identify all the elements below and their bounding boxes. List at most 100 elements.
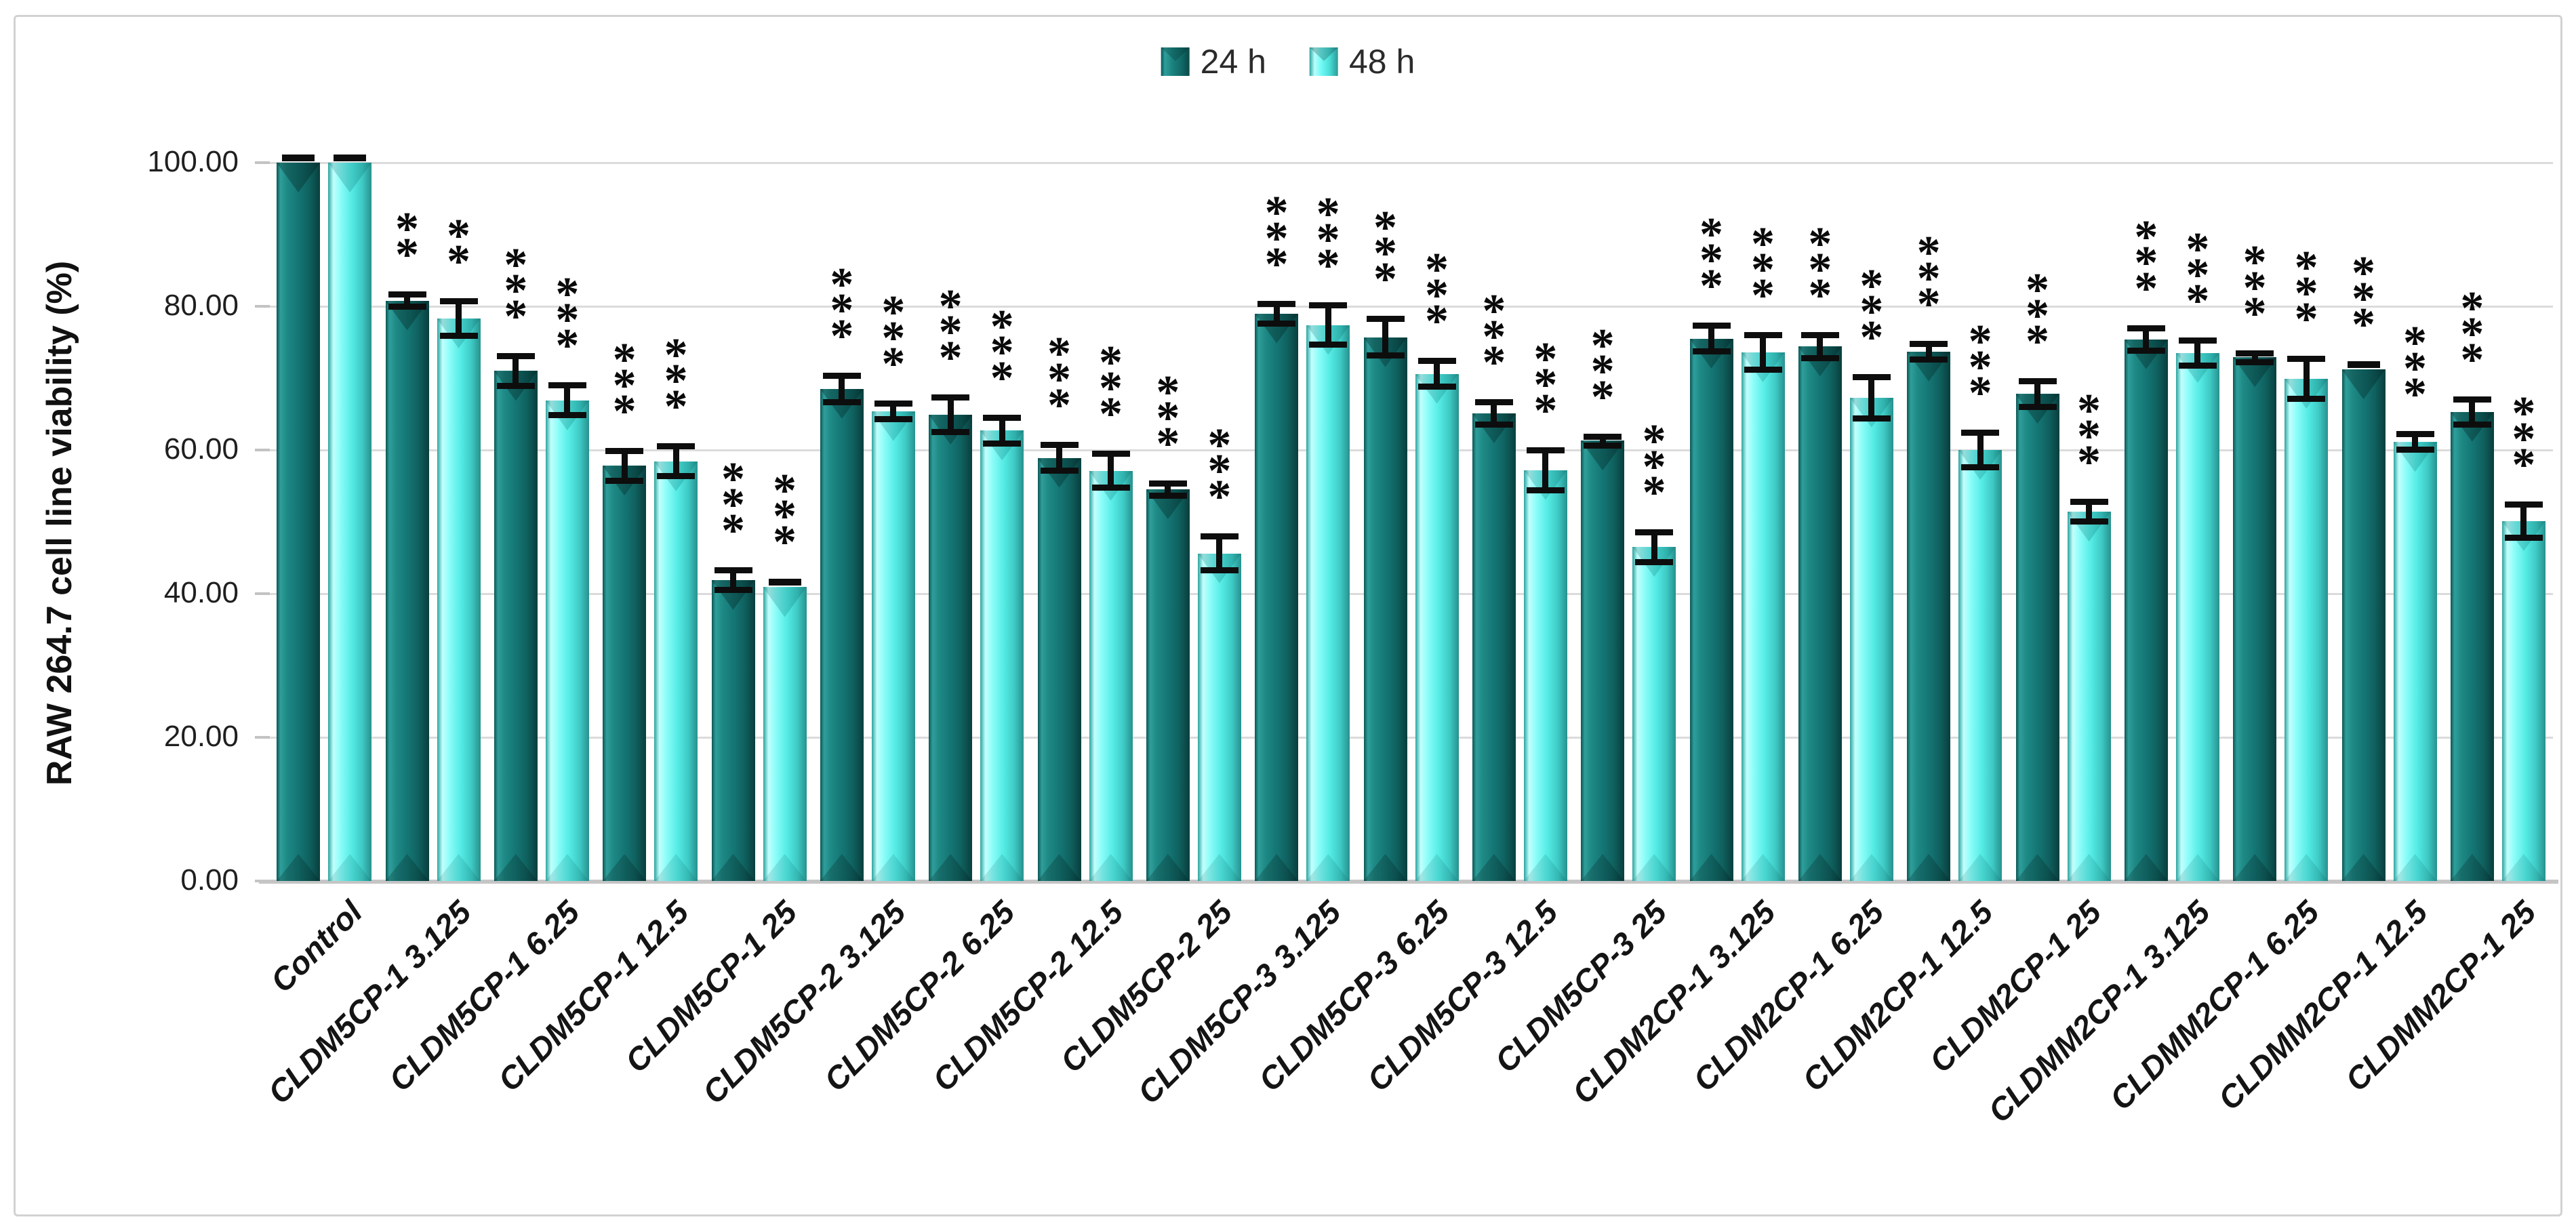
bar-48h-1: [437, 319, 481, 881]
error-bar: [2287, 356, 2326, 402]
bar-24h-7: [1037, 457, 1081, 881]
error-bar: [1692, 323, 1731, 354]
gridline-40: [270, 592, 2553, 595]
error-bar: [1309, 302, 1348, 348]
error-bar: [496, 352, 535, 389]
bar-48h-15: [1958, 450, 2003, 881]
x-axis-label: CLDM2CP-1 3.125: [1565, 893, 1782, 1111]
error-bar: [1526, 447, 1565, 493]
error-bar: [1366, 315, 1405, 359]
error-bar: [334, 155, 367, 161]
significance-marker: * * *: [2460, 282, 2484, 386]
significance-marker: * * *: [2134, 211, 2158, 315]
x-axis-label: CLDM5CP-1 12.5: [490, 893, 696, 1099]
bar-48h-20: [2501, 520, 2545, 881]
bar-48h-6: [980, 430, 1024, 881]
error-bar: [822, 372, 861, 406]
significance-marker: * * *: [990, 301, 1014, 405]
significance-marker: * * *: [1808, 218, 1832, 323]
bar-48h-0: [328, 163, 372, 881]
x-axis-label: CLDMM2CP-1 6.25: [2102, 893, 2326, 1117]
gridline-60: [270, 449, 2553, 451]
bar-24h-17: [2124, 339, 2168, 881]
significance-marker: * * *: [2242, 236, 2267, 340]
bar-48h-19: [2393, 442, 2437, 881]
x-axis-label: CLDM2CP-1 12.5: [1794, 893, 2000, 1099]
error-bar: [1257, 300, 1296, 327]
error-bar: [714, 567, 752, 593]
bar-24h-20: [2450, 411, 2494, 881]
bar-24h-15: [1907, 351, 1951, 881]
bar-24h-18: [2233, 357, 2277, 881]
y-tick-mark-80: [255, 305, 270, 308]
legend-swatch-48h-icon: [1310, 47, 1338, 76]
bar-24h-9: [1255, 313, 1299, 881]
bar-24h-3: [603, 466, 647, 881]
y-tick-mark-60: [255, 449, 270, 451]
error-bar: [1417, 358, 1456, 390]
significance-marker: * * *: [2077, 385, 2101, 489]
y-tick-label-40: 40.00: [163, 576, 239, 609]
significance-marker: * * *: [881, 286, 906, 390]
significance-marker: * * *: [1207, 419, 1232, 523]
significance-marker: * * *: [830, 258, 854, 363]
bar-48h-5: [871, 411, 915, 881]
error-bar: [439, 298, 478, 339]
significance-marker: * * *: [664, 329, 688, 434]
significance-marker: * * *: [1590, 319, 1615, 424]
error-bar: [1148, 480, 1187, 499]
x-axis-label: CLDM5CP-1 6.25: [382, 893, 587, 1099]
x-axis-line: [259, 880, 2558, 884]
significance-marker: * * *: [938, 281, 963, 385]
significance-marker: * * *: [2186, 223, 2210, 327]
error-bar: [768, 579, 801, 586]
significance-marker: * * *: [1642, 415, 1666, 519]
significance-marker: * * *: [1916, 226, 1941, 331]
bar-48h-18: [2285, 379, 2329, 881]
bar-48h-8: [1197, 553, 1241, 881]
legend-swatch-24h-icon: [1161, 47, 1190, 76]
significance-marker: * * *: [1316, 188, 1340, 292]
error-bar: [931, 394, 970, 435]
x-axis-label: CLDM5CP-3 12.5: [1360, 893, 1565, 1099]
error-bar: [874, 400, 912, 422]
significance-marker: * * *: [555, 268, 580, 373]
significance-marker: * * *: [1859, 260, 1884, 364]
bar-48h-13: [1741, 352, 1785, 881]
gridline-100: [270, 161, 2553, 164]
significance-marker: * * *: [1699, 209, 1723, 313]
error-bar: [2018, 378, 2057, 410]
error-bar: [983, 415, 1022, 447]
significance-marker: * *: [447, 210, 470, 289]
bar-24h-2: [494, 371, 538, 881]
gridline-80: [270, 305, 2553, 308]
bar-24h-1: [385, 300, 429, 881]
error-bar: [1852, 373, 1891, 422]
bar-24h-19: [2341, 369, 2386, 881]
error-bar: [388, 291, 426, 310]
significance-marker: * * *: [504, 239, 528, 343]
significance-marker: * * *: [1373, 201, 1397, 306]
error-bar: [2070, 499, 2108, 525]
significance-marker: * * *: [2352, 247, 2375, 352]
significance-marker: * * *: [2294, 242, 2318, 346]
y-tick-label-0: 0.00: [180, 863, 239, 897]
x-axis-label: CLDM5CP-3 3.125: [1130, 893, 1348, 1111]
legend-item-48h: 48 h: [1310, 42, 1415, 81]
error-bar: [1200, 533, 1239, 574]
error-bar: [1584, 433, 1622, 449]
y-tick-mark-20: [255, 736, 270, 739]
significance-marker: * * *: [1156, 366, 1180, 470]
x-axis-label: CLDMM2CP-1 25: [2338, 893, 2543, 1099]
legend-item-24h: 24 h: [1161, 42, 1266, 81]
chart-legend: 24 h 48 h: [1161, 42, 1415, 81]
bar-48h-2: [545, 400, 589, 881]
legend-label-48h: 48 h: [1349, 43, 1415, 81]
bar-48h-4: [763, 587, 807, 881]
significance-marker: * * *: [2403, 317, 2427, 422]
significance-marker: * * *: [1533, 333, 1558, 437]
bar-24h-5: [820, 388, 864, 881]
significance-marker: * * *: [773, 465, 797, 569]
bar-24h-6: [929, 415, 973, 881]
